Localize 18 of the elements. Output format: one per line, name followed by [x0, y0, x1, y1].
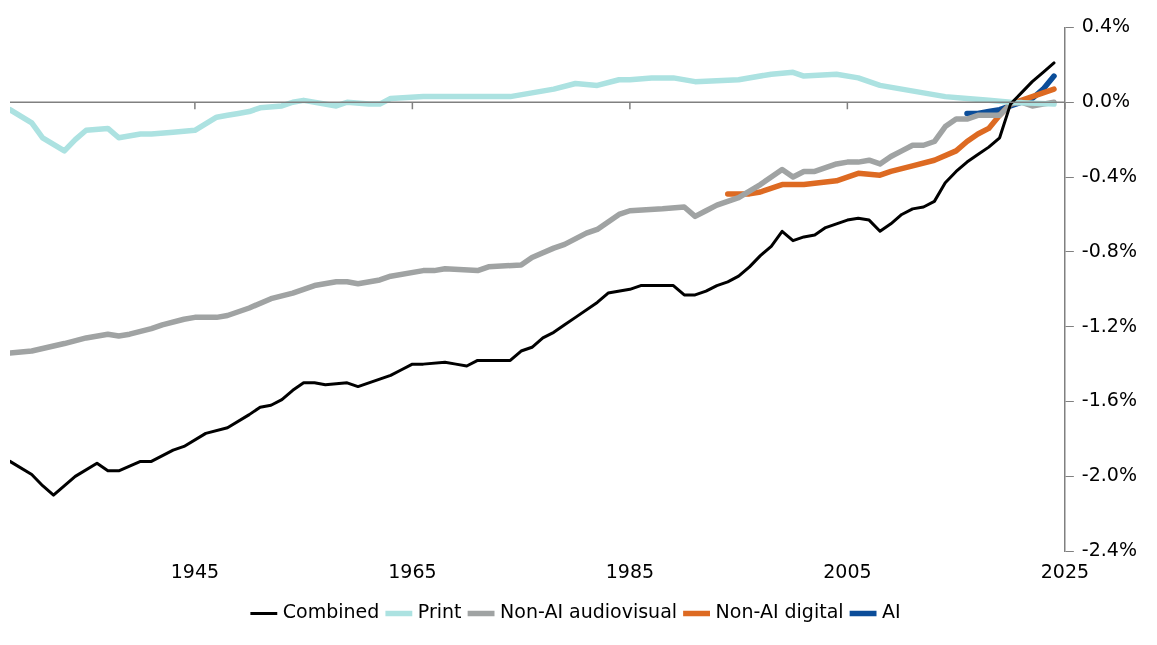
legend-label: Print	[417, 600, 462, 623]
legend-label: Non-AI digital	[715, 600, 844, 623]
x-tick-label: 1945	[170, 559, 220, 582]
x-tick-label: 2005	[823, 559, 872, 582]
y-tick-label: -1.6%	[1081, 388, 1138, 411]
legend-label: Combined	[282, 600, 380, 623]
legend-label: Non-AI audiovisual	[500, 600, 678, 623]
x-tick-label: 1985	[605, 559, 655, 582]
legend-label: AI	[882, 600, 901, 623]
y-tick-label: -0.8%	[1081, 238, 1138, 261]
y-tick-label: -2.0%	[1081, 463, 1138, 486]
x-tick-label: 2025	[1040, 559, 1090, 582]
y-tick-label: 0.4%	[1081, 14, 1131, 37]
y-tick-label: -2.4%	[1081, 538, 1138, 561]
y-tick-label: -0.4%	[1081, 163, 1138, 186]
x-tick-label: 1965	[388, 559, 437, 582]
y-tick-label: 0.0%	[1081, 89, 1131, 112]
y-tick-label: -1.2%	[1081, 313, 1138, 336]
